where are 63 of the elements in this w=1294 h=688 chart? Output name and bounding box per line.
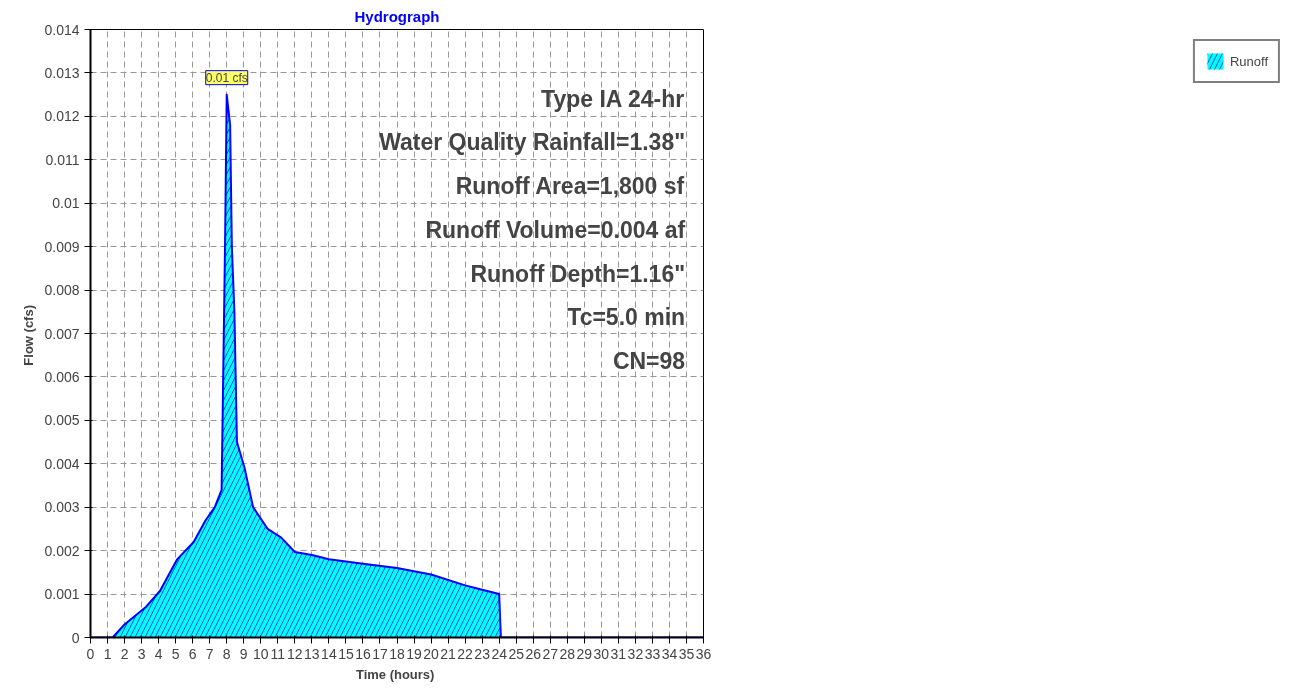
annotation: CN=98 [612, 348, 686, 375]
x-tick-label: 29 [576, 645, 593, 662]
x-tick-label: 7 [205, 645, 214, 662]
x-tick-label: 17 [372, 645, 388, 662]
x-tick-label: 2 [120, 645, 129, 662]
x-tick-label: 30 [593, 645, 610, 662]
y-tick-label: 0.006 [44, 368, 80, 385]
annotation: Runoff Volume=0.004 af [425, 216, 686, 243]
x-tick-label: 36 [695, 645, 712, 662]
x-tick-label: 32 [627, 645, 644, 662]
x-tick-label: 31 [610, 645, 627, 662]
x-tick-label: 26 [525, 645, 542, 662]
chart-title: Hydrograph [354, 7, 440, 25]
x-tick-label: 4 [154, 645, 163, 662]
y-tick-label: 0.007 [44, 325, 80, 342]
x-tick-label: 20 [423, 645, 440, 662]
x-tick-label: 9 [239, 645, 248, 662]
x-axis-title: Time (hours) [355, 666, 435, 682]
x-tick-label: 3 [137, 645, 146, 662]
x-tick-label: 12 [287, 645, 303, 662]
x-tick-label: 23 [474, 645, 491, 662]
x-tick-label: 15 [338, 645, 354, 662]
annotation: Runoff Depth=1.16" [470, 260, 686, 287]
annotation: Water Quality Rainfall=1.38" [379, 129, 686, 156]
y-tick-label: 0.008 [44, 282, 80, 299]
x-tick-label: 34 [661, 645, 678, 662]
y-tick-label: 0.009 [44, 238, 80, 255]
x-tick-label: 8 [222, 645, 231, 662]
y-tick-label: 0.004 [44, 455, 80, 472]
x-tick-label: 11 [270, 645, 286, 662]
x-tick-label: 10 [252, 645, 269, 662]
annotation: Tc=5.0 min [567, 304, 686, 331]
x-tick-label: 33 [644, 645, 661, 662]
y-tick-label: 0.013 [44, 64, 80, 81]
x-tick-label: 0 [86, 645, 95, 662]
y-tick-label: 0.011 [45, 151, 80, 168]
y-tick-label: 0.012 [44, 108, 80, 125]
x-tick-label: 27 [542, 645, 559, 662]
x-tick-label: 18 [389, 645, 405, 662]
x-tick-label: 24 [491, 645, 508, 662]
annotation: Type IA 24-hr [541, 85, 685, 112]
x-tick-label: 35 [678, 645, 695, 662]
x-tick-label: 25 [508, 645, 525, 662]
y-tick-label: 0.001 [44, 586, 80, 603]
y-tick-label: 0.014 [44, 21, 80, 38]
y-tick-label: 0.005 [44, 412, 80, 429]
x-tick-label: 28 [559, 645, 576, 662]
y-tick-label: 0.002 [44, 542, 80, 559]
y-tick-label: 0.01 [52, 195, 80, 212]
x-tick-label: 13 [304, 645, 320, 662]
x-tick-label: 22 [457, 645, 474, 662]
x-tick-label: 1 [103, 645, 112, 662]
y-tick-label: 0.003 [44, 499, 80, 516]
x-tick-label: 5 [171, 645, 180, 662]
legend-label: Runoff [1229, 53, 1268, 69]
annotation: Runoff Area=1,800 sf [455, 173, 685, 200]
x-tick-label: 19 [406, 645, 423, 662]
y-axis-title: Flow (cfs) [21, 304, 37, 366]
x-tick-label: 16 [355, 645, 371, 662]
y-tick-label: 0 [71, 629, 80, 646]
x-tick-label: 14 [321, 645, 337, 662]
x-tick-label: 6 [188, 645, 197, 662]
x-tick-label: 21 [440, 645, 457, 662]
